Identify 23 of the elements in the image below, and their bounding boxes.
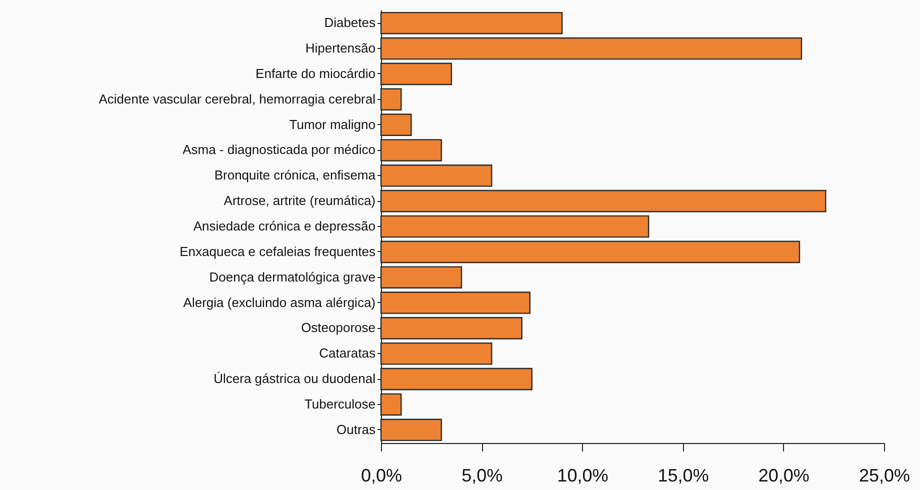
y-tick-label: Cataratas — [319, 346, 376, 361]
y-tick-label: Bronquite crónica, enfisema — [214, 168, 376, 183]
y-tick-label: Úlcera gástrica ou duodenal — [214, 371, 376, 386]
y-tick-label: Enxaqueca e cefaleias frequentes — [180, 244, 376, 259]
x-tick-label: 10,0% — [557, 466, 608, 486]
y-tick-label: Hipertensão — [305, 40, 376, 56]
y-tick-label: Ansiedade crónica e depressão — [193, 218, 376, 234]
x-tick-label: 20,0% — [758, 466, 810, 486]
y-tick-label: Tumor maligno — [289, 116, 376, 132]
y-tick-label: Diabetes — [324, 15, 376, 30]
y-tick-label: Tuberculose — [304, 396, 376, 412]
y-tick-label: Alergia (excluindo asma alérgica) — [183, 294, 376, 310]
y-tick-label: Asma - diagnosticada por médico — [182, 142, 376, 158]
x-tick-label: 0,0% — [360, 466, 402, 486]
y-tick-label: Artrose, artrite (reumática) — [224, 193, 376, 208]
y-tick-label: Enfarte do miocárdio — [256, 66, 376, 81]
y-tick-label: Acidente vascular cerebral, hemorragia cerebral — [98, 91, 376, 106]
x-tick-label: 15,0% — [658, 466, 709, 486]
x-tick-label: 25,0% — [858, 466, 910, 486]
y-tick-label: Outras — [336, 422, 376, 437]
y-tick-label: Doença dermatológica grave — [209, 269, 376, 284]
x-tick-label: 5,0% — [462, 466, 503, 486]
y-tick-label: Osteoporose — [301, 320, 376, 336]
